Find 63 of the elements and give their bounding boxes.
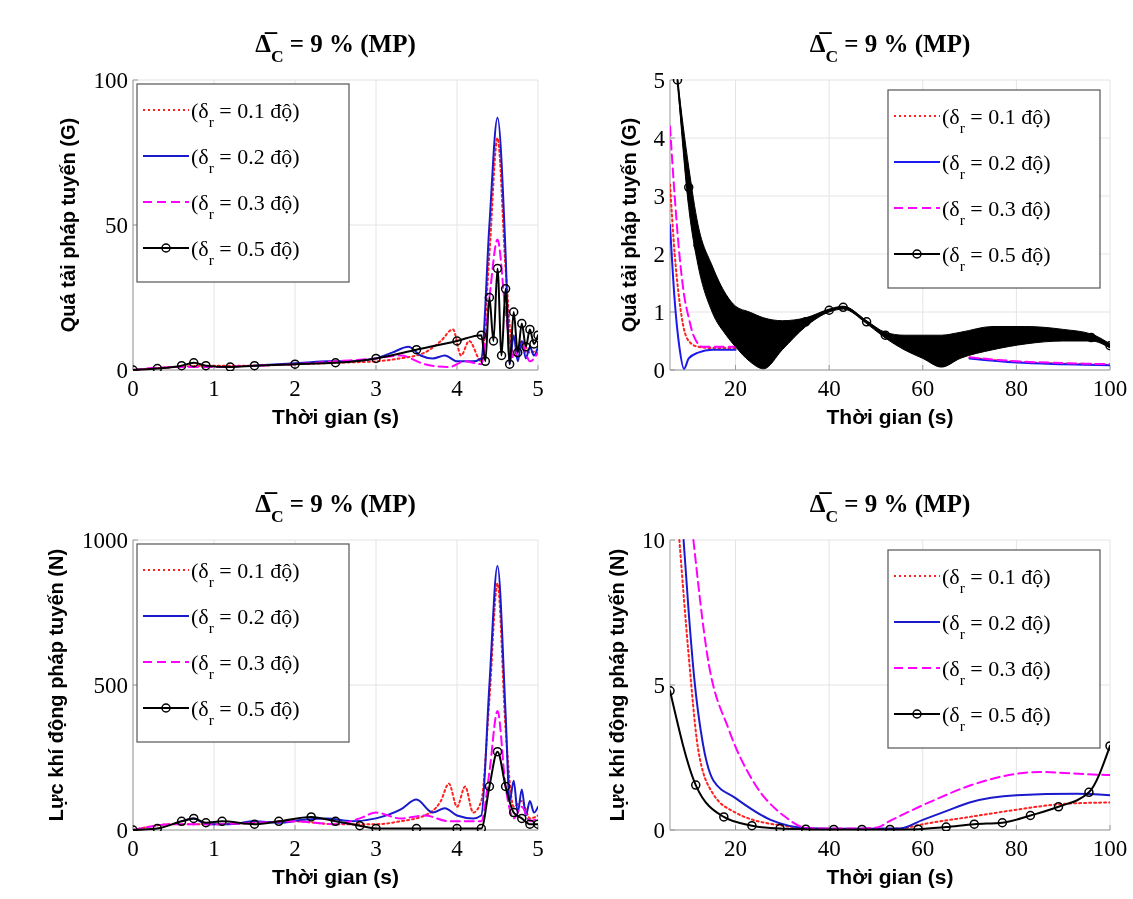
y-tick-label: 5 — [653, 68, 665, 94]
legend-label: (δ$_{r}$ = 0.1 độ) — [191, 97, 300, 130]
legend-label: (δ$_{r}$ = 0.5 độ) — [942, 241, 1051, 274]
x-tick-label: 80 — [1004, 376, 1028, 401]
legend-label: (δ$_{r}$ = 0.2 độ) — [942, 609, 1051, 642]
y-tick-label: 1000 — [82, 528, 128, 554]
chart-title: Δ̅$_{C}$ = 9 % (MP) — [809, 30, 971, 66]
y-tick-label: 100 — [93, 68, 128, 94]
x-axis-title: Thời gian (s) — [272, 865, 399, 888]
legend-label: (δ$_{r}$ = 0.3 độ) — [191, 189, 300, 222]
y-tick-label: 0 — [653, 818, 665, 844]
x-tick-label: 4 — [451, 836, 464, 861]
legend-label: (δ$_{r}$ = 0.2 độ) — [191, 143, 300, 176]
x-tick-label: 2 — [289, 836, 301, 861]
x-tick-label: 3 — [370, 376, 382, 401]
y-axis-title: Lực khí động pháp tuyến (N) — [45, 548, 67, 822]
y-tick-label: 50 — [105, 213, 128, 239]
x-tick-label: 40 — [817, 376, 841, 401]
legend-label: (δ$_{r}$ = 0.2 độ) — [191, 603, 300, 636]
legend-label: (δ$_{r}$ = 0.5 độ) — [191, 695, 300, 728]
x-tick-label: 20 — [724, 376, 748, 401]
legend-label: (δ$_{r}$ = 0.3 độ) — [191, 649, 300, 682]
y-tick-label: 10 — [642, 528, 665, 554]
x-axis-title: Thời gian (s) — [826, 865, 954, 888]
chart-title: Δ̅$_{C}$ = 9 % (MP) — [255, 30, 416, 66]
y-tick-label: 0 — [116, 358, 128, 384]
y-tick-label: 5 — [653, 673, 665, 699]
y-axis-title: Lực khí động pháp tuyến (N) — [606, 548, 628, 822]
x-tick-label: 1 — [208, 376, 220, 401]
x-tick-label: 100 — [1092, 836, 1128, 861]
x-axis-title: Thời gian (s) — [826, 405, 954, 428]
x-tick-label: 3 — [370, 836, 382, 861]
chart-title: Δ̅$_{C}$ = 9 % (MP) — [809, 490, 971, 526]
y-tick-label: 1 — [653, 300, 665, 326]
x-tick-label: 60 — [911, 376, 935, 401]
x-tick-label: 20 — [724, 836, 748, 861]
legend-label: (δ$_{r}$ = 0.3 độ) — [942, 195, 1051, 228]
x-tick-label: 80 — [1004, 836, 1028, 861]
legend-label: (δ$_{r}$ = 0.1 độ) — [191, 557, 300, 590]
y-tick-label: 0 — [116, 818, 128, 844]
y-tick-label: 500 — [93, 673, 128, 699]
x-tick-label: 2 — [289, 376, 301, 401]
x-tick-label: 5 — [532, 836, 544, 861]
legend-label: (δ$_{r}$ = 0.1 độ) — [942, 103, 1051, 136]
y-tick-label: 3 — [653, 184, 665, 210]
legend-label: (δ$_{r}$ = 0.3 độ) — [942, 655, 1051, 688]
y-tick-label: 0 — [653, 358, 665, 384]
chart-title: Δ̅$_{C}$ = 9 % (MP) — [255, 490, 416, 526]
x-tick-label: 5 — [532, 376, 544, 401]
legend-label: (δ$_{r}$ = 0.5 độ) — [942, 701, 1051, 734]
y-axis-title: Quá tải pháp tuyến (G) — [57, 117, 79, 333]
legend-label: (δ$_{r}$ = 0.5 độ) — [191, 235, 300, 268]
x-tick-label: 4 — [451, 376, 464, 401]
legend-label: (δ$_{r}$ = 0.2 độ) — [942, 149, 1051, 182]
x-tick-label: 40 — [817, 836, 841, 861]
x-axis-title: Thời gian (s) — [272, 405, 399, 428]
x-tick-label: 60 — [911, 836, 935, 861]
y-axis-title: Quá tải pháp tuyến (G) — [618, 117, 640, 333]
y-tick-label: 4 — [653, 126, 666, 152]
x-tick-label: 1 — [208, 836, 220, 861]
y-tick-label: 2 — [653, 242, 665, 268]
x-tick-label: 100 — [1092, 376, 1128, 401]
legend-label: (δ$_{r}$ = 0.1 độ) — [942, 563, 1051, 596]
